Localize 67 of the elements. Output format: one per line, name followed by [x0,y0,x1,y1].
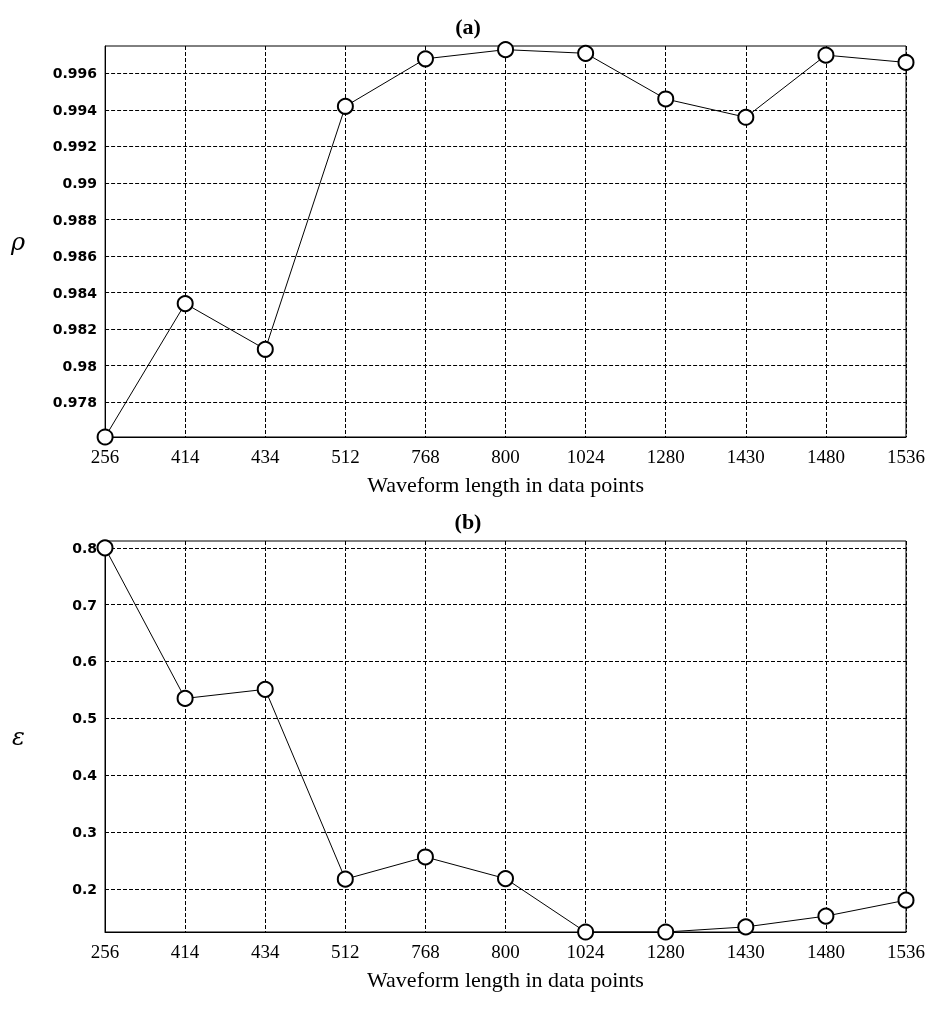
point [897,53,915,71]
point [176,689,194,707]
y-axis-title: ε [12,722,25,751]
x-tick-label: 256 [90,446,120,467]
y-tick-label: 0.988 [52,211,98,228]
x-tick-label: 414 [170,941,200,962]
y-tick-label: 0.98 [62,357,98,374]
x-tick-label: 1430 [726,446,765,467]
y-tick-label: 0.994 [52,101,98,118]
y-axis-title: ρ [10,227,26,256]
y-tick-label: 0.986 [52,248,98,265]
point [577,44,595,62]
x-tick-label: 1280 [646,446,685,467]
x-tick-label: 1480 [806,446,845,467]
x-tick-label: 256 [90,941,120,962]
point [577,923,595,941]
y-tick-label: 0.2 [72,880,97,897]
y-tick-label: 0.982 [52,321,98,338]
point [497,870,514,888]
point [336,97,354,115]
point [256,680,274,698]
y-tick-label: 0.7 [72,596,97,613]
y-tick-label: 0.984 [52,284,98,301]
x-tick-label: 1536 [887,446,925,467]
x-tick-label: 800 [491,941,520,962]
y-tick-label: 0.978 [52,394,98,411]
x-tick-label: 1280 [646,941,685,962]
x-tick-label: 1536 [887,941,925,962]
x-axis-title: Waveform length in data points [367,966,644,992]
y-tick-label: 0.3 [72,823,97,840]
point [416,848,434,866]
x-tick-label: 512 [331,941,360,962]
point [256,340,274,358]
point [817,46,835,64]
x-tick-label: 512 [331,446,360,467]
point [897,891,915,909]
x-tick-label: 1430 [726,941,765,962]
x-tick-label: 1024 [566,446,606,467]
y-tick-label: 0.5 [72,710,97,727]
y-tick-label: 0.6 [72,653,97,670]
point [657,90,675,108]
point [737,918,755,936]
y-tick-label: 0.996 [52,65,98,82]
x-tick-label: 800 [491,446,520,467]
chart-title: (b) [454,508,482,534]
x-tick-label: 1024 [566,941,606,962]
x-tick-label: 414 [170,446,200,467]
point [737,108,755,126]
point [657,923,675,941]
y-tick-label: 0.992 [52,138,98,155]
y-tick-label: 0.8 [72,539,97,556]
y-tick-label: 0.4 [72,767,98,784]
point [416,50,434,68]
x-tick-label: 434 [250,941,280,962]
x-tick-label: 434 [251,446,281,467]
x-axis-title: Waveform length in data points [367,471,644,497]
x-tick-label: 768 [411,941,440,962]
y-tick-label: 0.99 [62,175,98,192]
point [497,41,515,59]
point [817,907,835,925]
x-tick-label: 1480 [806,941,845,962]
x-tick-label: 768 [411,446,440,467]
point [176,295,194,313]
point [96,539,114,557]
chart-title: (a) [455,13,481,39]
point [336,870,354,888]
point [96,428,114,446]
